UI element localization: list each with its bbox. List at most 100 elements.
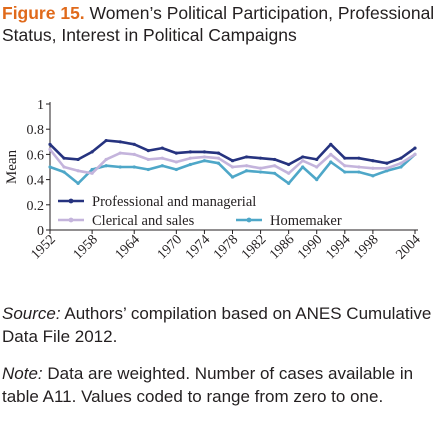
source-text: Authors’ compilation based on ANES Cumul… [2,304,432,346]
data-point [399,156,403,160]
x-tick-label: 1958 [71,232,101,262]
data-point [188,156,192,160]
data-point [385,161,389,165]
data-point [62,170,66,174]
data-point [413,146,417,150]
figure-title: Figure 15. Women’s Political Participati… [2,2,436,46]
data-point [371,174,375,178]
data-point [90,171,94,175]
data-point [202,150,207,154]
source-label: Source: [2,304,61,323]
legend-marker [68,198,74,204]
data-point [413,152,417,156]
data-point [160,156,164,160]
data-point [76,181,80,185]
data-point [329,142,333,146]
data-point [301,155,305,159]
figure-label: Figure 15. [2,3,85,23]
data-point [160,164,164,168]
y-tick-label: 1 [37,98,44,113]
data-point [230,175,235,179]
data-point [104,164,108,168]
data-point [202,155,207,159]
weighting-note: Note: Data are weighted. Number of cases… [2,362,436,408]
data-point [244,169,249,173]
data-point [230,159,235,163]
data-point [202,159,207,163]
y-tick-label: 0.4 [27,174,45,189]
data-point [273,171,277,175]
data-point [118,151,122,155]
data-point [385,169,389,173]
data-point [371,166,375,170]
x-tick-label: 1970 [155,232,185,262]
data-point [146,157,150,162]
data-point [329,152,333,156]
source-note: Source: Authors’ compilation based on AN… [2,302,436,348]
x-tick-label: 1998 [351,232,381,262]
data-point [230,165,235,169]
data-point [315,165,319,169]
data-point [315,157,319,162]
data-point [104,157,108,162]
data-point [258,170,263,174]
data-point [104,138,108,143]
data-point [258,166,263,170]
data-point [216,161,221,165]
data-point [273,157,277,162]
data-point [273,164,277,168]
y-tick-label: 0.8 [27,123,45,138]
legend-label: Professional and managerial [92,194,256,210]
legend-marker [68,217,74,223]
y-tick-label: 0.2 [27,199,45,214]
data-point [329,160,333,164]
data-point [90,150,94,154]
data-point [357,165,361,169]
data-point [287,162,291,167]
data-point [188,162,192,167]
x-tick-label: 1978 [211,232,241,262]
data-point [244,155,249,159]
data-point [48,142,52,146]
data-point [287,171,291,175]
x-tick-label: 2004 [393,232,423,262]
x-tick-label: 1982 [239,232,269,262]
y-tick-label: 0.6 [27,148,45,163]
data-point [146,149,150,153]
data-point [216,151,221,155]
data-point [118,165,122,169]
data-point [399,161,403,165]
data-point [76,169,80,173]
data-point [301,159,305,163]
note-text: Data are weighted. Number of cases avail… [2,364,414,406]
figure-notes: Source: Authors’ compilation based on AN… [2,302,436,408]
data-point [315,178,319,182]
data-point [146,167,150,172]
x-tick-label: 1990 [295,232,325,262]
data-point [90,167,94,172]
data-point [62,165,66,169]
data-point [48,147,52,151]
data-point [301,165,305,169]
x-tick-label: 1974 [183,232,213,262]
data-point [399,165,403,169]
x-tick-label: 1964 [113,232,143,262]
legend-label: Clerical and sales [92,213,195,229]
data-point [132,142,136,146]
x-tick-label: 1994 [323,232,353,262]
data-point [188,150,192,154]
note-label: Note: [2,364,43,383]
data-point [132,152,136,156]
data-point [244,164,249,168]
legend-marker [246,217,252,223]
data-point [258,156,263,160]
data-point [371,159,375,163]
x-tick-label: 1986 [267,232,297,262]
data-point [287,181,291,185]
x-tick-label: 1952 [28,232,58,262]
data-point [160,146,164,150]
data-point [174,151,178,155]
data-point [174,160,178,164]
